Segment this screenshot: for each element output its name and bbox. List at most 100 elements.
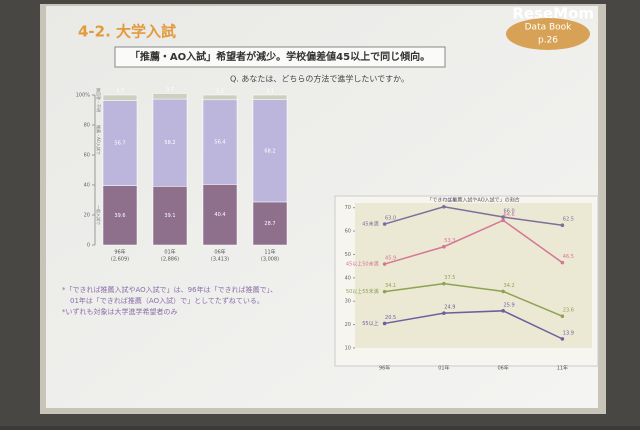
point	[442, 204, 446, 209]
bar-segment	[252, 201, 288, 246]
point	[382, 262, 387, 266]
data-label: 58.2	[164, 140, 175, 146]
x-tick-note: (2,886)	[161, 257, 179, 263]
y-tick-label: 100%	[76, 93, 91, 99]
line	[384, 282, 563, 317]
bar-segment	[202, 99, 238, 185]
point	[501, 215, 505, 219]
x-tick-label: 11年	[264, 249, 275, 256]
data-label: 63.0	[385, 216, 396, 222]
x-tick-label: 96年	[114, 249, 125, 256]
y-tick-label: 40	[84, 183, 90, 189]
x-tick-label: 06年	[214, 249, 225, 256]
bar-segment	[152, 98, 188, 187]
point	[560, 260, 565, 265]
series-label: 55以上	[362, 320, 378, 327]
badge	[506, 18, 590, 50]
badge-text: p.26	[538, 36, 558, 46]
bar-segment	[202, 94, 238, 101]
data-label: 56.7	[114, 141, 125, 147]
y-tick-label: 50	[345, 252, 351, 258]
data-label: 64.6	[504, 212, 515, 218]
chart-title: 「できれば推薦入試やAO入試で」の割合	[427, 197, 519, 204]
data-label: 3.7	[116, 89, 124, 95]
headline: 「推薦・AO入試」希望者が減少。学校偏差値45以上で同じ傾向。	[130, 50, 430, 63]
note: *いずれも対象は大学進学希望者のみ	[62, 307, 178, 316]
x-tick-label: 06年	[497, 365, 508, 372]
x-tick-label: 01年	[438, 365, 449, 372]
data-label: 28.7	[264, 221, 275, 227]
data-label: 13.9	[563, 330, 574, 336]
legend-label: 推薦・AO入試で	[96, 125, 102, 155]
data-label: 62.5	[563, 217, 574, 223]
data-label: 39.1	[164, 213, 175, 219]
point	[442, 244, 446, 249]
note: 01年は「できれば推薦（AO入試）で」としてたずねている。	[70, 296, 264, 305]
x-tick-label: 01年	[164, 249, 175, 256]
y-tick-label: 80	[84, 123, 90, 129]
y-tick-label: 60	[345, 229, 351, 235]
point	[501, 289, 505, 294]
badge-text: Data Book	[525, 23, 573, 33]
point	[382, 222, 387, 226]
point	[501, 309, 505, 313]
line	[384, 205, 563, 226]
data-label: 39.6	[114, 213, 125, 219]
data-label: 23.6	[563, 308, 574, 314]
y-tick-label: 10	[345, 346, 351, 352]
line	[384, 219, 563, 265]
data-label: 34.1	[385, 283, 396, 289]
point	[560, 337, 565, 341]
x-tick-note: (3,008)	[261, 257, 279, 263]
data-label: 56.4	[214, 140, 225, 146]
data-label: 24.9	[444, 305, 455, 311]
logo: ReseMom	[512, 5, 594, 23]
point	[560, 223, 565, 228]
legend-label: 一般入試で	[96, 205, 102, 225]
point	[382, 289, 387, 294]
point	[382, 321, 387, 326]
bar-segment	[152, 186, 188, 246]
bar-segment	[252, 94, 288, 100]
data-label: 68.2	[264, 148, 275, 154]
plot-area	[355, 203, 592, 348]
bar-segment	[202, 184, 238, 246]
data-label: 3.1	[266, 89, 274, 95]
y-tick-label: 60	[84, 153, 90, 159]
series-label: 50以上55未満	[346, 288, 379, 295]
headline-box	[114, 46, 446, 68]
y-tick-label: 0	[87, 243, 90, 249]
data-label: 46.5	[563, 254, 574, 260]
data-label: 37.5	[444, 275, 455, 281]
data-label: 66.0	[504, 209, 515, 215]
point	[501, 218, 505, 223]
question: Q. あなたは、どちらの方法で進学したいですか。	[230, 74, 409, 84]
x-tick-note: (2,609)	[111, 257, 129, 263]
series-label: 45以上50未満	[346, 261, 379, 268]
data-label: 53.3	[444, 238, 455, 244]
point	[442, 311, 446, 315]
y-tick-label: 20	[345, 322, 351, 328]
data-label: 3.7	[166, 87, 174, 93]
bar-segment	[252, 99, 288, 203]
y-tick-label: 30	[345, 299, 351, 305]
y-tick-label: 70	[345, 205, 351, 211]
series-label: 45未満	[362, 221, 378, 228]
data-label: 34.2	[504, 283, 515, 289]
y-tick-label: 20	[84, 213, 90, 219]
slide-title: 4-2. 大学入試	[78, 23, 176, 41]
x-tick-note: (3,413)	[211, 257, 229, 263]
x-tick-label: 96年	[379, 365, 390, 372]
x-tick-label: 11年	[557, 365, 568, 372]
bar-segment	[152, 93, 188, 100]
point	[442, 281, 446, 286]
data-label: 40.4	[214, 212, 225, 218]
data-label: 45.9	[385, 256, 396, 262]
data-label: 20.5	[385, 315, 396, 321]
line	[384, 310, 563, 340]
bar-segment	[102, 94, 138, 101]
data-label: 25.9	[504, 302, 515, 308]
point	[560, 314, 565, 318]
data-label: 3.2	[216, 89, 224, 95]
